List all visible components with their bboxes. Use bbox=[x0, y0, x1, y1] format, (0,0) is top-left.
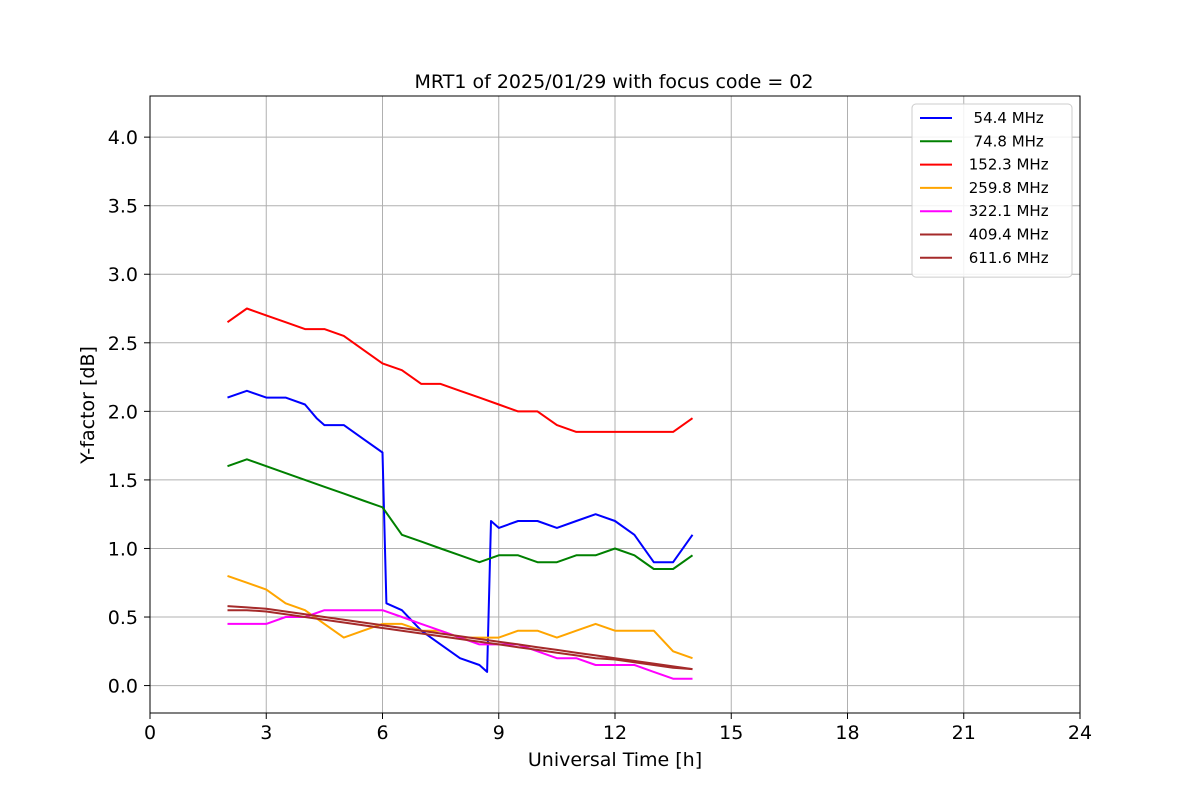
x-tick-label: 12 bbox=[603, 722, 627, 744]
y-axis-label: Y-factor [dB] bbox=[77, 346, 99, 465]
y-tick-label: 1.5 bbox=[108, 470, 138, 492]
legend: 54.4 MHz 74.8 MHz 152.3 MHz 259.8 MHz 32… bbox=[911, 103, 1073, 278]
y-tick-label: 4.0 bbox=[108, 127, 138, 149]
series-line-322-1-mhz bbox=[227, 609, 693, 680]
x-tick-label: 9 bbox=[493, 722, 505, 744]
x-tick-label: 6 bbox=[376, 722, 388, 744]
y-tick-label: 0.0 bbox=[108, 676, 138, 698]
x-tick-label: 3 bbox=[260, 722, 272, 744]
series-line-409-4-mhz bbox=[227, 605, 693, 671]
legend-entry: 611.6 MHz bbox=[964, 249, 1049, 267]
y-tick-label: 3.0 bbox=[108, 264, 138, 286]
legend-entry: 74.8 MHz bbox=[964, 132, 1044, 150]
legend-entry: 54.4 MHz bbox=[964, 109, 1044, 127]
x-axis-ticks: 0 3 6 9 12 15 18 21 24 bbox=[144, 713, 1092, 744]
y-tick-label: 3.5 bbox=[108, 196, 138, 218]
series-lines bbox=[226, 307, 694, 680]
legend-entry: 259.8 MHz bbox=[964, 179, 1049, 197]
series-line-152-3-mhz bbox=[226, 307, 694, 433]
y-tick-label: 1.0 bbox=[108, 538, 138, 560]
y-tick-label: 2.0 bbox=[108, 401, 138, 423]
y-axis-ticks: 0.0 0.5 1.0 1.5 2.0 2.5 3.0 3.5 4.0 bbox=[108, 127, 150, 698]
y-tick-label: 2.5 bbox=[108, 333, 138, 355]
x-tick-label: 18 bbox=[835, 722, 859, 744]
x-tick-label: 21 bbox=[952, 722, 976, 744]
x-tick-label: 15 bbox=[719, 722, 743, 744]
x-tick-label: 24 bbox=[1068, 722, 1092, 744]
series-line-74-8-mhz bbox=[227, 458, 694, 570]
x-axis-label: Universal Time [h] bbox=[528, 749, 702, 771]
y-tick-label: 0.5 bbox=[108, 607, 138, 629]
legend-entry: 322.1 MHz bbox=[964, 202, 1049, 220]
series-line-611-6-mhz bbox=[227, 609, 693, 671]
legend-entry: 152.3 MHz bbox=[964, 156, 1049, 174]
chart-title: MRT1 of 2025/01/29 with focus code = 02 bbox=[415, 71, 814, 93]
series-line-54-4-mhz bbox=[227, 389, 694, 673]
x-tick-label: 0 bbox=[144, 722, 156, 744]
legend-entry: 409.4 MHz bbox=[964, 226, 1049, 244]
